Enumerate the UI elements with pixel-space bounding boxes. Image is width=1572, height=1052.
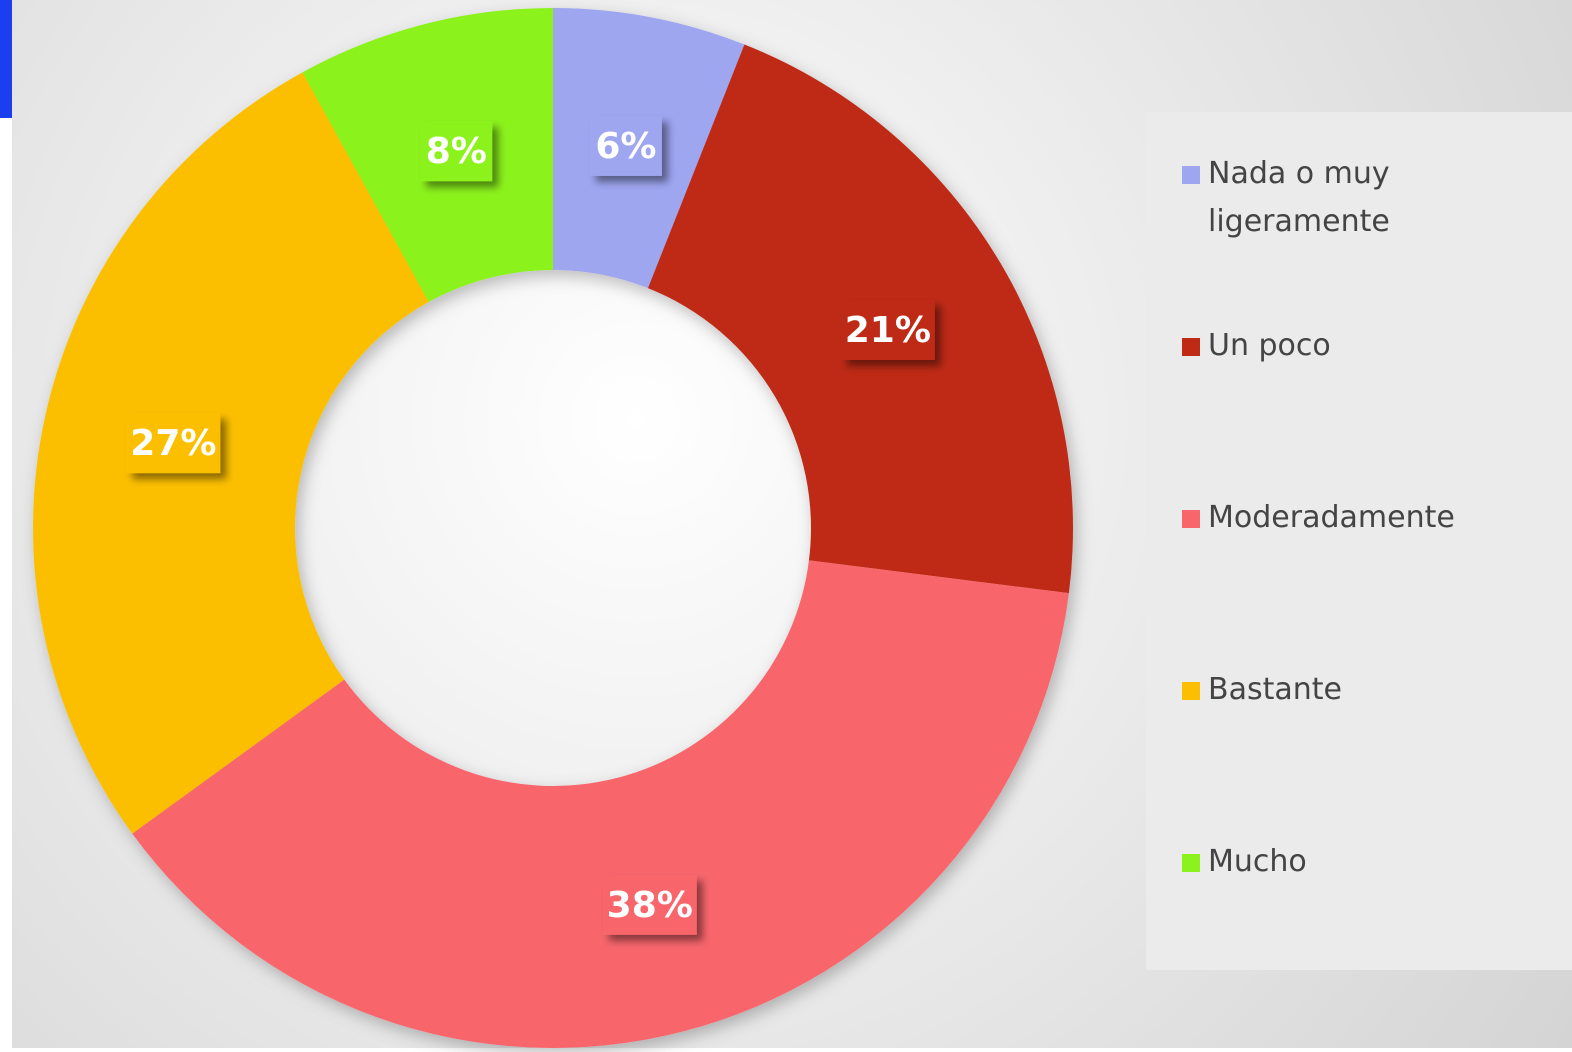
legend-label: Un poco [1208,328,1331,363]
legend-swatch [1182,166,1200,184]
legend-label: Bastante [1208,672,1342,707]
data-label-box [589,115,662,176]
data-label: 21% [845,310,931,351]
legend-swatch [1182,338,1200,356]
legend-item: Mucho [1182,838,1508,886]
donut-slice [132,560,1069,1048]
data-label: 6% [595,126,656,167]
legend: Nada o muy ligeramente Un poco Moderadamen… [1146,112,1572,970]
accent-bar [0,0,12,118]
donut-slice [32,72,429,834]
legend-item: Un poco [1182,322,1508,370]
legend-label: Nada o muy ligeramente [1208,156,1390,239]
legend-item: Nada o muy ligeramente [1182,150,1508,246]
data-label: 8% [426,131,487,172]
donut [32,8,1073,1048]
data-label-box [126,413,221,474]
legend-label: Moderadamente [1208,500,1455,535]
data-label-box [602,874,697,935]
legend-item: Bastante [1182,666,1508,714]
legend-swatch [1182,510,1200,528]
legend-swatch [1182,682,1200,700]
data-label: 27% [130,423,216,464]
data-label: 38% [607,885,693,926]
data-label-box [840,299,935,360]
legend-item: Moderadamente [1182,494,1508,542]
legend-label: Mucho [1208,844,1307,879]
data-label-box [420,121,493,182]
legend-swatch [1182,854,1200,872]
